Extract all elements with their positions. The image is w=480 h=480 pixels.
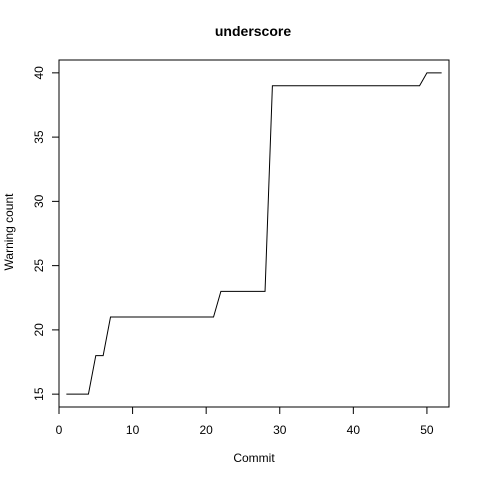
x-axis: 0 10 20 30 40 50 <box>56 406 434 437</box>
y-tick-label: 40 <box>32 66 46 80</box>
chart-title: underscore <box>215 23 291 39</box>
y-tick-label: 25 <box>32 259 46 273</box>
x-tick-label: 20 <box>199 423 213 437</box>
y-tick-label: 30 <box>32 194 46 208</box>
y-tick-label: 15 <box>32 387 46 401</box>
x-tick-label: 10 <box>126 423 140 437</box>
y-tick-label: 35 <box>32 130 46 144</box>
x-axis-label: Commit <box>233 451 275 465</box>
series-line <box>66 72 442 395</box>
x-tick-label: 0 <box>56 423 63 437</box>
x-tick-label: 40 <box>347 423 361 437</box>
plot-frame <box>58 59 450 408</box>
x-tick-label: 30 <box>273 423 287 437</box>
y-axis-label: Warning count <box>2 193 16 271</box>
x-tick-label: 50 <box>420 423 434 437</box>
y-axis: 15 20 25 30 35 40 <box>32 66 60 401</box>
y-tick-label: 20 <box>32 323 46 337</box>
